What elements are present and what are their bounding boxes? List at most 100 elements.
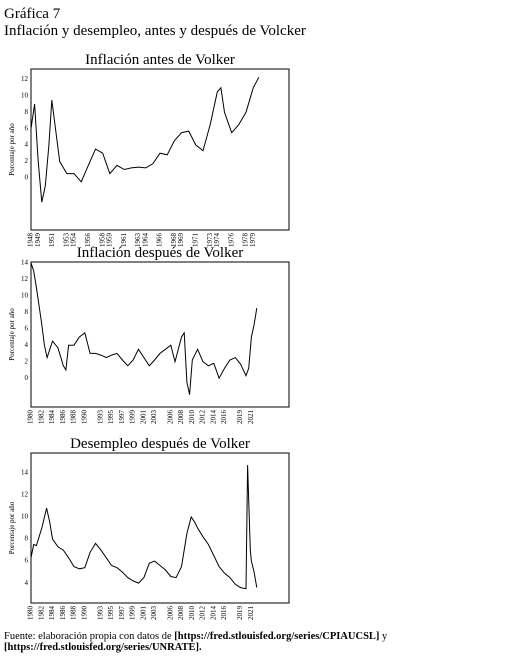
x-tick-label: 2016 <box>220 606 228 621</box>
x-tick-label: 2006 <box>166 410 174 425</box>
x-tick-label: 2014 <box>209 606 217 621</box>
x-tick-label: 1968 <box>170 233 178 248</box>
x-tick-label: 1978 <box>242 233 250 248</box>
x-tick-label: 2003 <box>150 410 158 425</box>
y-tick-label: 12 <box>21 75 29 83</box>
x-tick-label: 2014 <box>209 410 217 425</box>
x-tick-label: 1990 <box>80 410 88 425</box>
x-tick-label: 1988 <box>70 410 78 425</box>
x-tick-label: 1964 <box>141 233 149 248</box>
y-tick-label: 6 <box>25 557 29 565</box>
x-tick-label: 1969 <box>177 233 185 248</box>
x-tick-label: 2019 <box>236 410 244 425</box>
source-text: y <box>382 631 388 642</box>
x-tick-label: 1993 <box>96 606 104 621</box>
x-tick-label: 1953 <box>62 233 70 248</box>
source-link: [https://fred.stlouisfed.org/series/CPIA… <box>174 631 380 642</box>
x-tick-label: 2021 <box>247 410 255 425</box>
x-tick-label: 1980 <box>27 410 35 425</box>
y-tick-label: 6 <box>25 324 29 332</box>
x-tick-label: 2008 <box>177 410 185 425</box>
x-tick-label: 1971 <box>191 233 199 248</box>
x-tick-label: 2006 <box>166 606 174 621</box>
x-tick-label: 1959 <box>105 233 113 248</box>
plot-frame <box>30 452 290 604</box>
y-tick-label: 2 <box>25 357 29 365</box>
x-tick-label: 1997 <box>118 410 126 425</box>
x-tick-label: 2012 <box>199 410 207 425</box>
x-tick-label: 1948 <box>27 233 35 248</box>
x-tick-label: 1976 <box>227 233 235 248</box>
y-axis-label: Porcentaje por año <box>8 308 16 361</box>
x-tick-label: 1999 <box>129 410 137 425</box>
y-tick-label: 4 <box>25 579 29 587</box>
plot-frame <box>30 68 290 231</box>
x-tick-label: 1982 <box>37 410 45 425</box>
figure-label: Gráfica 7 <box>4 6 61 22</box>
data-line <box>30 465 258 590</box>
y-tick-label: 10 <box>21 291 29 299</box>
source-note: Fuente: elaboración propia con datos de … <box>4 631 524 653</box>
x-tick-label: 1986 <box>59 410 67 425</box>
x-tick-label: 2010 <box>188 410 196 425</box>
y-tick-label: 12 <box>21 491 29 499</box>
x-tick-label: 1988 <box>70 606 78 621</box>
x-tick-label: 1999 <box>129 606 137 621</box>
y-tick-label: 8 <box>25 108 29 116</box>
x-tick-label: 1984 <box>48 410 56 425</box>
x-tick-label: 1973 <box>206 233 214 248</box>
x-tick-label: 2010 <box>188 606 196 621</box>
x-tick-label: 1956 <box>84 233 92 248</box>
data-line <box>30 76 260 203</box>
x-tick-label: 1979 <box>249 233 257 248</box>
y-tick-label: 4 <box>25 341 29 349</box>
x-tick-label: 1961 <box>120 233 128 248</box>
y-axis-label: Porcentaje por año <box>8 501 16 554</box>
x-tick-label: 1995 <box>107 410 115 425</box>
y-tick-label: 2 <box>25 157 29 165</box>
figure: Gráfica 7 Inflación y desempleo, antes y… <box>4 6 306 621</box>
x-tick-label: 1984 <box>48 606 56 621</box>
y-tick-label: 6 <box>25 124 29 132</box>
x-tick-label: 1982 <box>37 606 45 621</box>
figure-title: Inflación y desempleo, antes y después d… <box>4 23 306 39</box>
data-line <box>30 262 258 395</box>
plot-frame <box>30 261 290 408</box>
x-tick-label: 1997 <box>118 606 126 621</box>
y-tick-label: 10 <box>21 92 29 100</box>
y-tick-label: 10 <box>21 513 29 521</box>
x-tick-label: 2012 <box>199 606 207 621</box>
x-tick-label: 1995 <box>107 606 115 621</box>
x-tick-label: 1963 <box>134 233 142 248</box>
x-tick-label: 1986 <box>59 606 67 621</box>
x-tick-label: 2008 <box>177 606 185 621</box>
x-tick-label: 1990 <box>80 606 88 621</box>
chart-title: Inflación antes de Volker <box>85 52 235 68</box>
y-tick-label: 14 <box>21 468 29 476</box>
y-tick-label: 8 <box>25 308 29 316</box>
x-tick-label: 2003 <box>150 606 158 621</box>
x-tick-label: 1954 <box>70 233 78 248</box>
x-tick-label: 2001 <box>139 606 147 621</box>
x-tick-label: 2016 <box>220 410 228 425</box>
y-tick-label: 4 <box>25 141 29 149</box>
y-tick-label: 12 <box>21 275 29 283</box>
chart-title: Inflación después de Volker <box>77 245 244 261</box>
x-tick-label: 2021 <box>247 606 255 621</box>
y-tick-label: 0 <box>25 173 29 181</box>
x-tick-label: 1949 <box>34 233 42 248</box>
source-text: Fuente: elaboración propia con datos de <box>4 631 172 642</box>
x-tick-label: 1951 <box>48 233 56 248</box>
x-tick-label: 1974 <box>213 233 221 248</box>
chart-title: Desempleo después de Volker <box>70 436 250 452</box>
y-tick-label: 0 <box>25 374 29 382</box>
x-tick-label: 1966 <box>156 233 164 248</box>
x-tick-label: 1980 <box>27 606 35 621</box>
x-tick-label: 2001 <box>139 410 147 425</box>
y-tick-label: 14 <box>21 258 29 266</box>
y-axis-label: Porcentaje por año <box>8 123 16 176</box>
x-tick-label: 1993 <box>96 410 104 425</box>
source-link: [https://fred.stlouisfed.org/series/UNRA… <box>4 642 202 653</box>
y-tick-label: 8 <box>25 535 29 543</box>
